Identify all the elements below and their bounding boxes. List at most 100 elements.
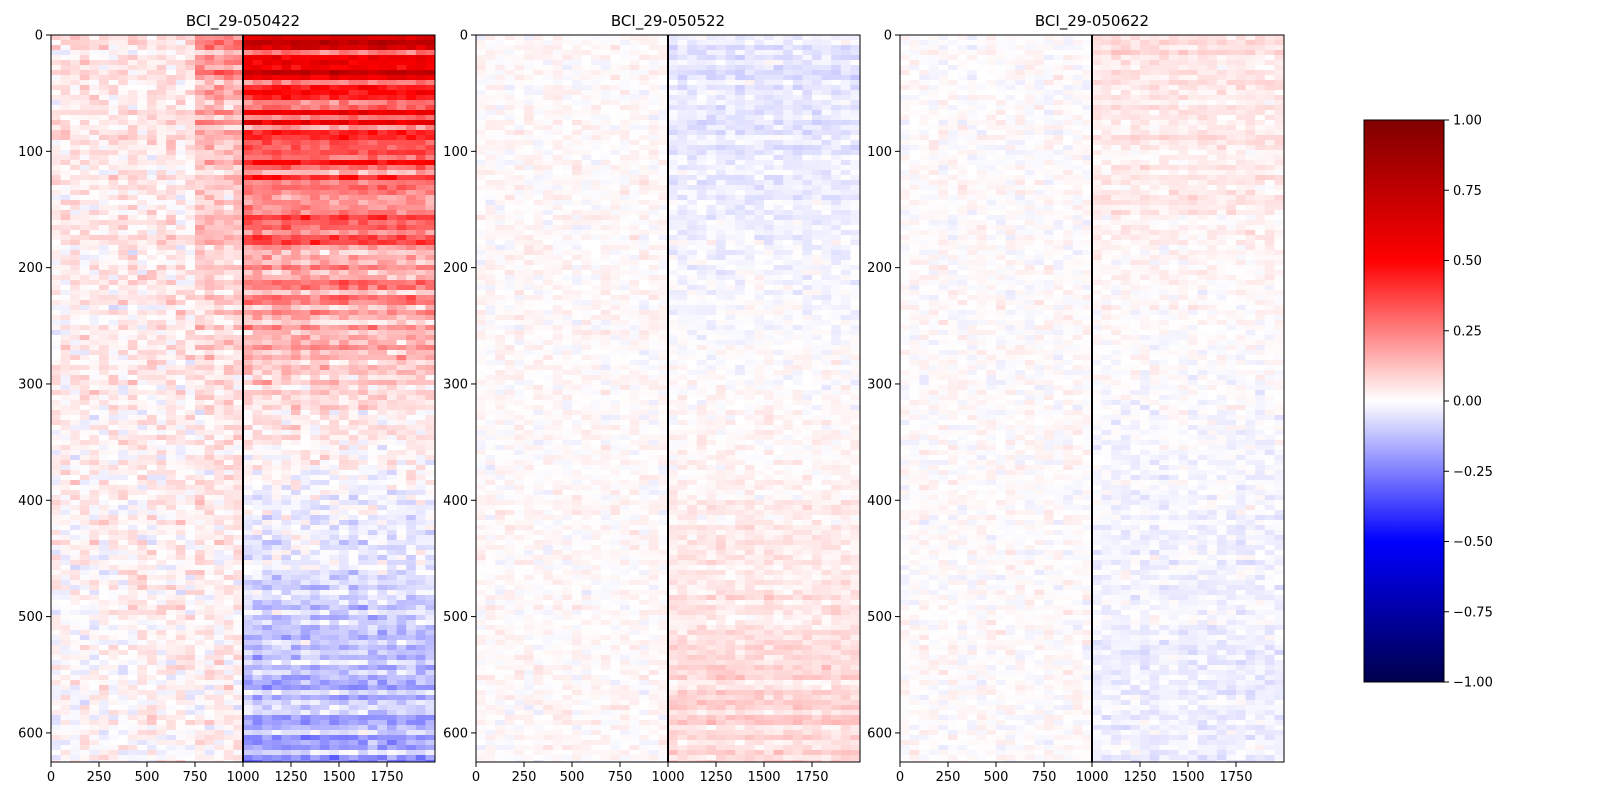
- heatmap-cell: [157, 180, 167, 185]
- heatmap-cell: [80, 265, 90, 270]
- heatmap-cell: [377, 350, 387, 355]
- heatmap-cell: [89, 635, 99, 640]
- heatmap-cell: [205, 80, 215, 85]
- heatmap-cell: [301, 50, 311, 55]
- heatmap-cell: [397, 455, 407, 460]
- heatmap-cell: [185, 305, 195, 310]
- heatmap-cell: [51, 380, 61, 385]
- heatmap-cell: [253, 365, 263, 370]
- heatmap-cell: [233, 255, 243, 260]
- heatmap-cell: [224, 205, 234, 210]
- heatmap-cell: [118, 315, 128, 320]
- heatmap-cell: [329, 415, 339, 420]
- heatmap-cell: [99, 320, 109, 325]
- heatmap-cell: [349, 230, 359, 235]
- heatmap-cell: [416, 120, 426, 125]
- heatmap-cell: [358, 325, 368, 330]
- heatmap-cell: [157, 535, 167, 540]
- heatmap-cell: [128, 250, 138, 255]
- heatmap-cell: [272, 320, 282, 325]
- heatmap-cell: [310, 450, 320, 455]
- heatmap-cell: [157, 645, 167, 650]
- heatmap-cell: [262, 520, 272, 525]
- heatmap-cell: [262, 465, 272, 470]
- heatmap-cell: [205, 215, 215, 220]
- heatmap-cell: [118, 610, 128, 615]
- heatmap-cell: [262, 155, 272, 160]
- heatmap-cell: [291, 640, 301, 645]
- heatmap-cell: [320, 370, 330, 375]
- heatmap-cell: [339, 170, 349, 175]
- heatmap-cell: [118, 565, 128, 570]
- heatmap-cell: [195, 640, 205, 645]
- heatmap-cell: [205, 420, 215, 425]
- heatmap-cell: [137, 340, 147, 345]
- heatmap-cell: [80, 120, 90, 125]
- heatmap-cell: [262, 105, 272, 110]
- heatmap-cell: [406, 420, 416, 425]
- heatmap-cell: [233, 550, 243, 555]
- heatmap-cell: [233, 95, 243, 100]
- heatmap-cell: [329, 45, 339, 50]
- heatmap-cell: [128, 60, 138, 65]
- heatmap-cell: [243, 605, 253, 610]
- heatmap-cell: [301, 400, 311, 405]
- heatmap-cell: [301, 600, 311, 605]
- heatmap-cell: [224, 340, 234, 345]
- heatmap-cell: [147, 465, 157, 470]
- heatmap-cell: [406, 265, 416, 270]
- heatmap-cell: [387, 545, 397, 550]
- heatmap-cell: [185, 205, 195, 210]
- heatmap-cell: [301, 170, 311, 175]
- heatmap-cell: [185, 175, 195, 180]
- heatmap-cell: [425, 145, 435, 150]
- heatmap-cell: [109, 195, 119, 200]
- heatmap-cell: [109, 325, 119, 330]
- heatmap-cell: [425, 305, 435, 310]
- heatmap-cell: [416, 595, 426, 600]
- heatmap-cell: [387, 240, 397, 245]
- heatmap-cell: [358, 465, 368, 470]
- heatmap-cell: [205, 635, 215, 640]
- heatmap-cell: [397, 450, 407, 455]
- heatmap-cell: [166, 170, 176, 175]
- heatmap-cell: [118, 345, 128, 350]
- heatmap-cell: [99, 515, 109, 520]
- heatmap-cell: [70, 145, 80, 150]
- heatmap-cell: [291, 40, 301, 45]
- heatmap-cell: [109, 475, 119, 480]
- heatmap-cell: [368, 270, 378, 275]
- heatmap-cell: [109, 75, 119, 80]
- heatmap-cell: [176, 285, 186, 290]
- heatmap-cell: [320, 110, 330, 115]
- heatmap-cell: [195, 530, 205, 535]
- heatmap-cell: [147, 115, 157, 120]
- heatmap-cell: [70, 225, 80, 230]
- heatmap-cell: [301, 240, 311, 245]
- heatmap-cell: [128, 445, 138, 450]
- heatmap-cell: [147, 475, 157, 480]
- heatmap-cell: [320, 205, 330, 210]
- heatmap-cell: [253, 60, 263, 65]
- heatmap-cell: [272, 100, 282, 105]
- heatmap-cell: [262, 500, 272, 505]
- heatmap-cell: [406, 110, 416, 115]
- heatmap-cell: [358, 650, 368, 655]
- heatmap-cell: [320, 465, 330, 470]
- heatmap-cell: [262, 45, 272, 50]
- heatmap-cell: [109, 610, 119, 615]
- heatmap-cell: [262, 530, 272, 535]
- heatmap-cell: [358, 110, 368, 115]
- heatmap-cell: [137, 65, 147, 70]
- heatmap-cell: [377, 360, 387, 365]
- heatmap-cell: [397, 535, 407, 540]
- heatmap-cell: [416, 465, 426, 470]
- heatmap-cell: [301, 140, 311, 145]
- heatmap-cell: [329, 170, 339, 175]
- heatmap-cell: [349, 610, 359, 615]
- heatmap-cell: [128, 570, 138, 575]
- heatmap-cell: [233, 400, 243, 405]
- heatmap-cell: [205, 180, 215, 185]
- heatmap-cell: [320, 265, 330, 270]
- heatmap-cell: [185, 265, 195, 270]
